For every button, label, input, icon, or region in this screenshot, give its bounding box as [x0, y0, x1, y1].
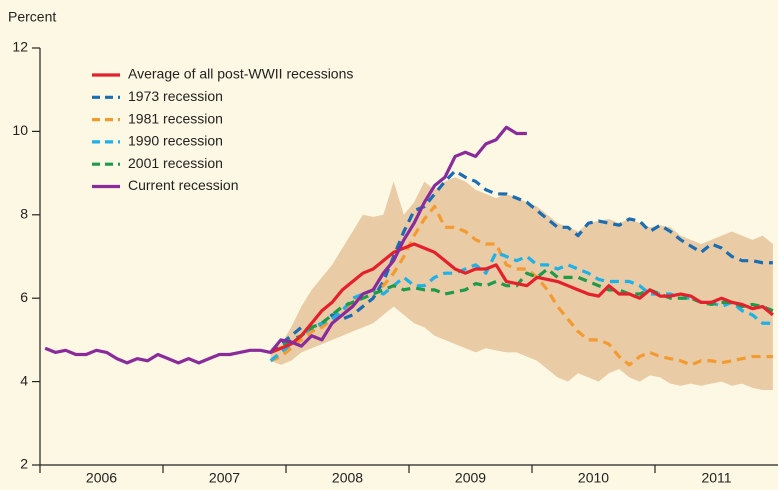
y-tick-label: 2	[20, 456, 28, 472]
legend-label: 1973 recession	[128, 88, 223, 104]
y-tick-label: 6	[20, 289, 28, 305]
x-tick-label: 2010	[578, 470, 609, 486]
legend-label: Average of all post-WWII recessions	[128, 66, 353, 82]
x-tick-label: 2006	[86, 470, 117, 486]
y-axis-label: Percent	[8, 9, 56, 25]
legend-label: 1981 recession	[128, 110, 223, 126]
legend-label: 2001 recession	[128, 155, 223, 171]
series-line	[270, 267, 774, 354]
y-tick-label: 10	[12, 122, 28, 138]
series-line	[44, 125, 527, 365]
y-tick-label: 4	[20, 372, 28, 388]
series-line	[269, 169, 773, 354]
series-line	[270, 242, 774, 354]
x-tick-label: 2007	[209, 470, 240, 486]
x-tick-label: 2008	[332, 470, 363, 486]
y-tick-label: 8	[20, 206, 28, 222]
legend-label: 1990 recession	[128, 133, 223, 149]
x-tick-label: 2009	[455, 470, 486, 486]
series-line	[270, 204, 773, 367]
legend-label: Current recession	[128, 177, 239, 193]
x-tick-label: 2011	[701, 470, 731, 486]
series-line	[269, 250, 773, 362]
y-tick-label: 12	[12, 39, 28, 55]
